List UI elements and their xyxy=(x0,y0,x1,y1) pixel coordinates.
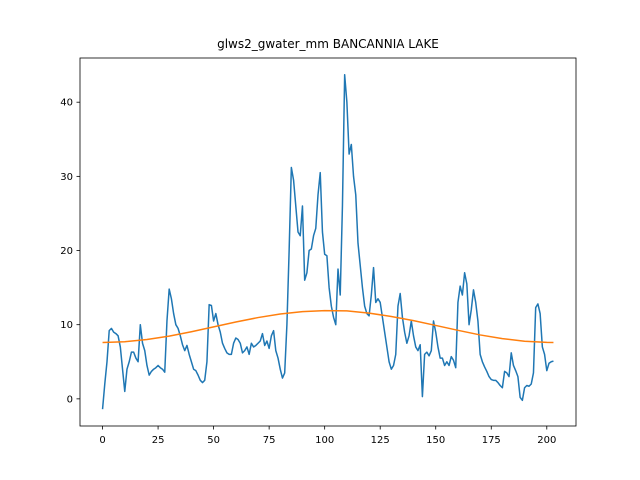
x-tick-label: 175 xyxy=(482,435,501,446)
x-tick-label: 25 xyxy=(152,435,165,446)
y-tick-label: 10 xyxy=(60,320,73,331)
x-tick-label: 50 xyxy=(207,435,220,446)
data-line xyxy=(102,309,554,344)
y-tick-label: 40 xyxy=(60,98,73,109)
y-tick-label: 0 xyxy=(67,394,73,405)
x-tick-label: 0 xyxy=(99,435,105,446)
y-tick-label: 20 xyxy=(60,246,73,257)
plot-frame xyxy=(79,57,577,427)
y-tick-label: 30 xyxy=(60,172,73,183)
x-tick-label: 125 xyxy=(371,435,390,446)
data-line xyxy=(101,74,554,410)
x-tick-label: 100 xyxy=(315,435,334,446)
x-tick-label: 150 xyxy=(426,435,445,446)
x-tick-label: 200 xyxy=(537,435,556,446)
chart-title: glws2_gwater_mm BANCANNIA LAKE xyxy=(217,37,439,51)
x-tick-label: 75 xyxy=(263,435,276,446)
